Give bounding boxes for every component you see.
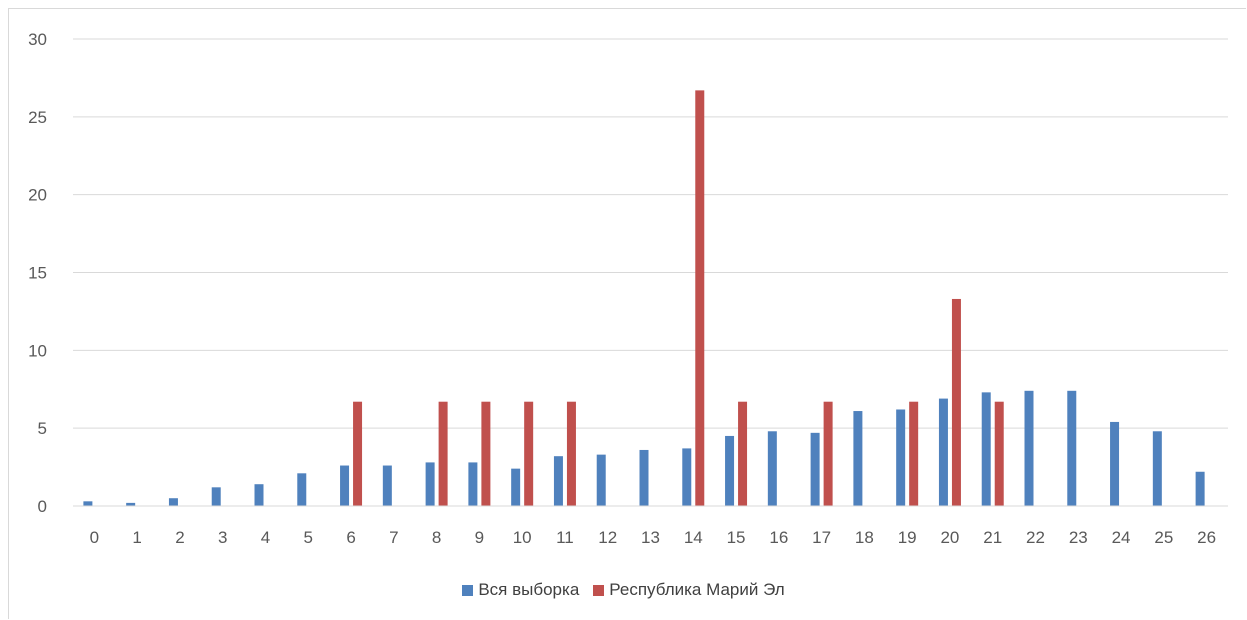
bar-series-1-cat-14 xyxy=(682,448,692,506)
bar-series-1-cat-10 xyxy=(511,468,521,506)
x-tick-label: 4 xyxy=(261,528,270,547)
bar-series-1-cat-6 xyxy=(340,465,350,506)
y-tick-label: 30 xyxy=(28,30,47,49)
bar-series-1-cat-26 xyxy=(1195,471,1205,506)
bar-series-1-cat-18 xyxy=(853,411,863,506)
bar-series-1-cat-13 xyxy=(639,449,649,506)
bar-series-1-cat-7 xyxy=(382,465,392,506)
bar-series-2-cat-19 xyxy=(909,401,919,506)
y-axis-tick-labels: 0 5 10 15 20 25 30 xyxy=(28,30,47,516)
y-tick-label: 15 xyxy=(28,264,47,283)
legend-item-series-1: Вся выборка xyxy=(462,580,579,600)
legend-label-series-1: Вся выборка xyxy=(478,580,580,599)
bar-series-1-cat-17 xyxy=(810,432,820,506)
bar-series-2-cat-11 xyxy=(566,401,576,506)
bar-series-1-cat-1 xyxy=(126,502,136,506)
y-tick-label: 0 xyxy=(38,497,47,516)
bar-series-1-cat-21 xyxy=(981,392,991,506)
x-tick-label: 5 xyxy=(304,528,313,547)
bar-series-1-cat-2 xyxy=(168,498,178,506)
x-tick-label: 17 xyxy=(812,528,831,547)
legend-item-series-2: Республика Марий Эл xyxy=(593,580,785,600)
x-tick-label: 8 xyxy=(432,528,441,547)
bar-series-2-cat-10 xyxy=(524,401,534,506)
legend-label-series-2: Республика Марий Эл xyxy=(609,580,785,599)
x-axis-tick-labels: 0 1 2 3 4 5 6 7 8 9 10 11 12 13 14 15 16 17 18 19 20 21 22 23 24… xyxy=(90,528,1216,547)
bar-series-1-cat-24 xyxy=(1110,421,1120,506)
x-tick-label: 13 xyxy=(641,528,660,547)
bar-series-2-cat-14 xyxy=(695,90,705,507)
y-tick-label: 5 xyxy=(38,419,47,438)
x-tick-label: 23 xyxy=(1069,528,1088,547)
x-tick-label: 12 xyxy=(598,528,617,547)
bar-series-1-cat-3 xyxy=(211,487,221,506)
bar-series-1-cat-20 xyxy=(938,398,948,506)
x-tick-label: 22 xyxy=(1026,528,1045,547)
x-tick-label: 21 xyxy=(983,528,1002,547)
x-tick-label: 2 xyxy=(175,528,184,547)
x-tick-label: 3 xyxy=(218,528,227,547)
x-tick-label: 6 xyxy=(346,528,355,547)
bar-series-1-cat-0 xyxy=(83,501,93,506)
x-tick-label: 9 xyxy=(475,528,484,547)
bar-series-1-cat-23 xyxy=(1067,390,1077,506)
x-tick-label: 26 xyxy=(1197,528,1216,547)
x-tick-label: 25 xyxy=(1154,528,1173,547)
x-tick-label: 14 xyxy=(684,528,703,547)
x-tick-label: 0 xyxy=(90,528,99,547)
bar-series-2-cat-20 xyxy=(951,298,961,506)
bar-series-1-cat-9 xyxy=(468,462,478,506)
bar-series-1-cat-25 xyxy=(1152,431,1162,506)
x-tick-label: 16 xyxy=(769,528,788,547)
x-tick-label: 10 xyxy=(513,528,532,547)
x-tick-label: 11 xyxy=(556,528,574,547)
bar-series-1-cat-15 xyxy=(725,435,735,506)
bar-series-2-cat-15 xyxy=(738,401,748,506)
bar-series-1-cat-22 xyxy=(1024,390,1034,506)
bars xyxy=(83,90,1205,507)
bar-series-1-cat-19 xyxy=(896,409,906,506)
bar-series-2-cat-8 xyxy=(438,401,448,506)
bar-series-2-cat-17 xyxy=(823,401,833,506)
chart-frame xyxy=(8,8,1246,619)
bar-series-2-cat-9 xyxy=(481,401,491,506)
x-tick-label: 20 xyxy=(940,528,959,547)
bar-series-1-cat-5 xyxy=(297,473,307,506)
bar-series-1-cat-8 xyxy=(425,462,435,506)
y-tick-label: 25 xyxy=(28,108,47,127)
bar-series-2-cat-21 xyxy=(994,401,1004,506)
bar-series-1-cat-12 xyxy=(596,454,606,506)
x-tick-label: 15 xyxy=(727,528,746,547)
x-tick-label: 7 xyxy=(389,528,398,547)
x-tick-label: 19 xyxy=(898,528,917,547)
x-tick-label: 24 xyxy=(1112,528,1131,547)
legend-swatch-series-2 xyxy=(593,584,605,596)
bar-series-2-cat-6 xyxy=(353,401,363,506)
legend: Вся выборка Республика Марий Эл xyxy=(0,580,1247,600)
gridlines xyxy=(73,38,1228,429)
bar-series-1-cat-4 xyxy=(254,484,264,506)
bar-series-1-cat-11 xyxy=(553,456,563,506)
y-tick-label: 20 xyxy=(28,186,47,205)
x-tick-label: 18 xyxy=(855,528,874,547)
legend-swatch-series-1 xyxy=(462,584,474,596)
x-tick-label: 1 xyxy=(132,528,141,547)
y-tick-label: 10 xyxy=(28,341,47,360)
bar-series-1-cat-16 xyxy=(767,431,777,506)
